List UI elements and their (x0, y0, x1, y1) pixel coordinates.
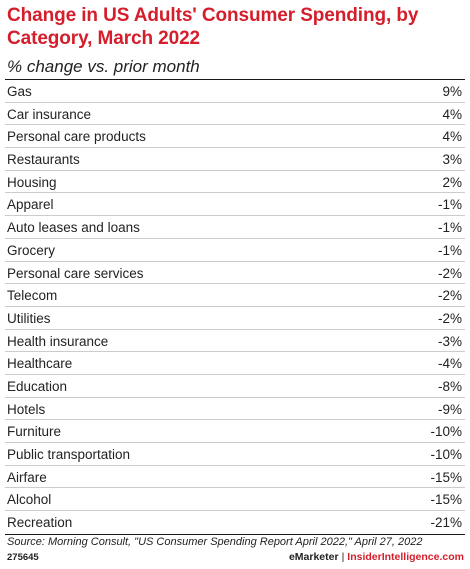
table-row: Telecom -2% (5, 284, 465, 307)
row-category-label: Restaurants (7, 152, 80, 168)
table-row: Alcohol -15% (5, 488, 465, 512)
data-table: Gas 9% Car insurance 4% Personal care produc… (5, 80, 465, 534)
chart-subtitle: % change vs. prior month (7, 57, 200, 76)
row-category-label: Personal care services (7, 265, 144, 281)
row-category-label: Car insurance (7, 106, 92, 122)
table-row: Car insurance 4% (5, 103, 465, 126)
row-category-label: Utilities (7, 310, 51, 326)
table-row: Housing 2% (5, 171, 465, 194)
row-category-label: Housing (7, 174, 57, 190)
table-row: Public transportation -10% (5, 443, 465, 466)
row-category-label: Gas (7, 84, 32, 99)
table-row: Personal care services -2% (5, 262, 465, 285)
row-value-label: -2% (437, 288, 462, 304)
chart-title: Change in US Adults' Consumer Spending, … (7, 5, 419, 49)
row-category-label: Personal care products (7, 129, 146, 145)
row-value-label: -8% (437, 378, 462, 394)
brand-footer: eMarketer | InsiderIntelligence.com (289, 551, 464, 564)
table-bottom-rule (5, 534, 465, 535)
table-row: Recreation -21% (5, 511, 465, 534)
row-value-label: 2% (442, 174, 462, 190)
source-note: Source: Morning Consult, "US Consumer Sp… (7, 536, 423, 548)
row-value-label: -10% (430, 447, 462, 462)
row-category-label: Telecom (7, 288, 58, 304)
table-row: Grocery -1% (5, 239, 465, 262)
brand-separator: | (341, 551, 345, 563)
insider-intelligence-link[interactable]: InsiderIntelligence.com (347, 551, 464, 563)
row-value-label: -1% (437, 197, 462, 213)
table-row: Furniture -10% (5, 420, 465, 443)
row-value-label: 4% (442, 106, 462, 122)
row-value-label: -21% (430, 515, 462, 531)
row-value-label: 4% (442, 129, 462, 145)
table-row: Healthcare -4% (5, 352, 465, 375)
row-value-label: -3% (437, 333, 462, 349)
table-row: Apparel -1% (5, 193, 465, 217)
row-value-label: -15% (430, 469, 462, 485)
row-value-label: -9% (437, 401, 462, 417)
row-value-label: -10% (430, 424, 462, 440)
chart-id: 275645 (7, 552, 39, 563)
row-value-label: -15% (430, 492, 462, 508)
emarketer-logo-text: eMarketer (288, 551, 339, 563)
table-row: Airfare -15% (5, 466, 465, 489)
row-category-label: Healthcare (7, 356, 73, 372)
row-value-label: 9% (442, 84, 462, 99)
row-value-label: -4% (437, 356, 462, 372)
row-category-label: Apparel (7, 197, 54, 213)
row-category-label: Health insurance (7, 333, 109, 349)
table-row: Utilities -2% (5, 307, 465, 330)
table-row: Auto leases and loans -1% (5, 216, 465, 239)
table-row: Hotels -9% (5, 398, 465, 421)
row-category-label: Airfare (7, 469, 47, 485)
row-value-label: -1% (437, 242, 462, 258)
row-value-label: -2% (437, 265, 462, 281)
row-category-label: Auto leases and loans (7, 220, 140, 236)
table-row: Education -8% (5, 375, 465, 398)
row-category-label: Hotels (7, 401, 46, 417)
row-category-label: Public transportation (7, 447, 131, 462)
row-value-label: -2% (437, 310, 462, 326)
row-category-label: Recreation (7, 515, 73, 531)
row-category-label: Furniture (7, 424, 62, 440)
table-row: Health insurance -3% (5, 330, 465, 353)
table-row: Gas 9% (5, 80, 465, 103)
table-row: Restaurants 3% (5, 148, 465, 171)
table-row: Personal care products 4% (5, 125, 465, 149)
row-category-label: Education (7, 378, 68, 394)
row-value-label: -1% (437, 220, 462, 236)
row-value-label: 3% (442, 152, 462, 168)
table-top-rule (5, 79, 465, 80)
row-category-label: Alcohol (7, 492, 52, 508)
row-category-label: Grocery (7, 242, 56, 258)
